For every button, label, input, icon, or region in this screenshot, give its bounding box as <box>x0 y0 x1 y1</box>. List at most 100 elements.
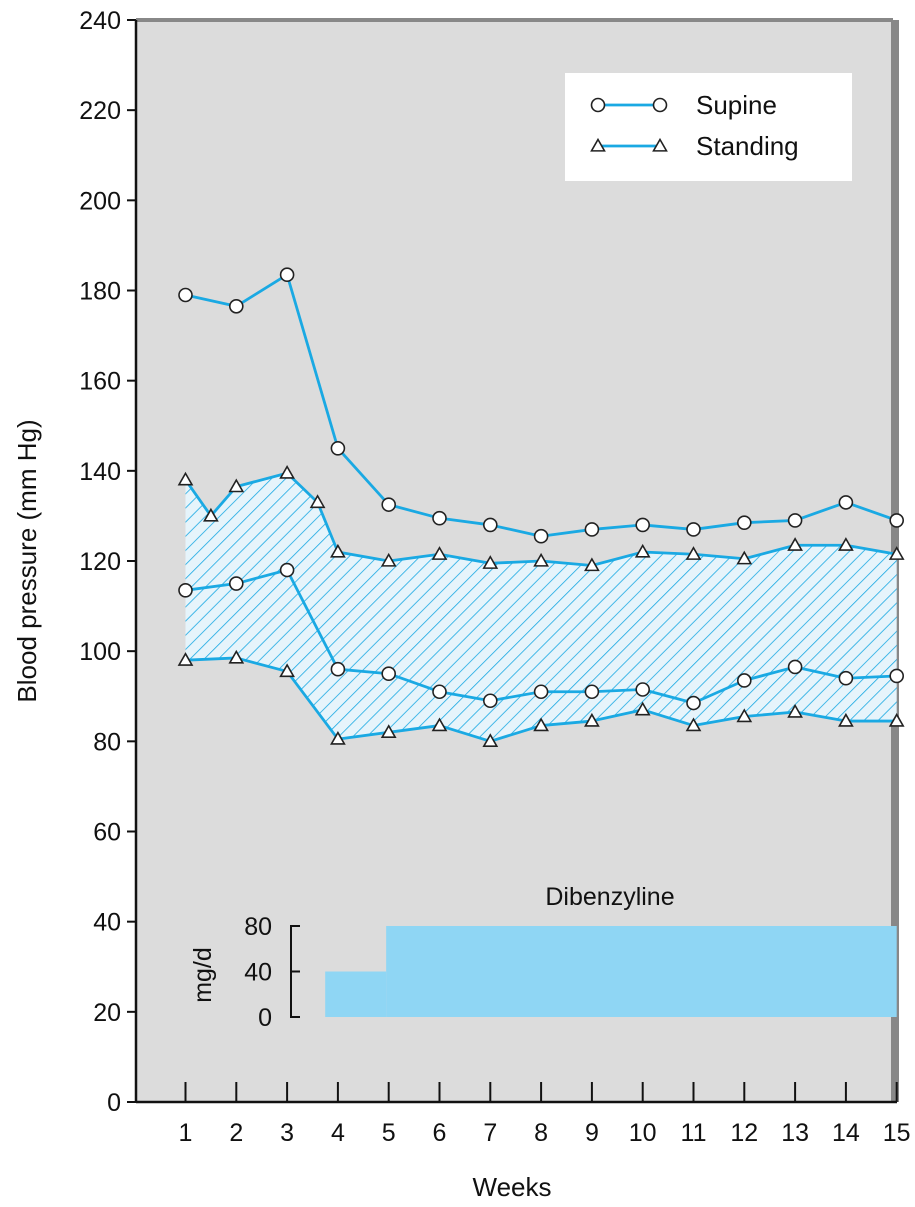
y-tick-label: 120 <box>79 548 121 576</box>
legend-marker <box>590 137 606 152</box>
supine-point <box>178 583 193 598</box>
standing-point <box>177 652 194 666</box>
standing-point <box>330 730 346 745</box>
x-tick-label: 10 <box>629 1119 657 1147</box>
series-supine <box>178 267 905 711</box>
x-tick-label: 2 <box>229 1119 243 1147</box>
y-tick-label: 220 <box>79 97 121 125</box>
x-axis-label: Weeks <box>473 1172 552 1202</box>
legend-marker <box>652 137 668 152</box>
supine-point <box>686 522 701 537</box>
hatched-range-band <box>185 473 897 742</box>
standing-point <box>177 471 194 486</box>
standing-point <box>330 543 346 558</box>
supine-point <box>178 287 193 303</box>
y-tick-label: 0 <box>107 1089 121 1117</box>
hatched-band <box>185 473 897 742</box>
dose-bar-1 <box>325 971 387 1017</box>
supine-point <box>889 513 905 528</box>
standing-point <box>685 717 702 732</box>
series-standing <box>177 464 905 748</box>
x-tick-label: 11 <box>681 1119 707 1147</box>
x-tick-label: 1 <box>179 1119 193 1147</box>
standing-point <box>584 557 600 572</box>
standing-point <box>482 733 499 748</box>
supine-point <box>533 684 549 700</box>
standing-point <box>431 546 448 560</box>
x-tick-label: 5 <box>382 1119 396 1147</box>
standing-point <box>533 552 549 567</box>
supine-point <box>787 659 803 675</box>
standing-point <box>634 543 651 558</box>
dose-tick-label: 40 <box>244 959 272 987</box>
standing-point <box>634 701 651 716</box>
dose-axis-label: mg/d <box>189 947 217 1003</box>
supine-point <box>229 298 244 314</box>
standing-point <box>228 478 245 493</box>
standing-point <box>279 464 295 479</box>
supine-point <box>838 495 854 510</box>
supine-point <box>482 517 498 533</box>
supine-point <box>381 666 397 682</box>
y-tick-label: 240 <box>79 7 121 35</box>
standing-point <box>787 537 803 551</box>
x-tick-label: 3 <box>280 1119 294 1147</box>
standing-point <box>736 550 753 565</box>
supine-point <box>889 668 905 684</box>
x-tick-label: 15 <box>883 1119 911 1147</box>
supine-point <box>736 515 752 530</box>
y-tick-label: 140 <box>79 458 121 486</box>
x-tick-label: 12 <box>730 1119 758 1147</box>
supine-point <box>584 684 600 700</box>
legend-item-supine: Supine <box>590 90 777 120</box>
supine-point <box>838 670 854 686</box>
x-tick-label: 8 <box>534 1119 548 1147</box>
standing-point <box>584 712 600 727</box>
legend-label: Supine <box>696 90 777 120</box>
y-tick-label: 200 <box>79 187 121 215</box>
y-tick-label: 80 <box>93 728 121 756</box>
standing-point <box>838 712 854 727</box>
standing-point <box>203 507 219 522</box>
y-tick-label: 160 <box>79 368 121 396</box>
x-tick-label: 4 <box>331 1119 345 1147</box>
standing-point <box>838 537 854 551</box>
x-tick-label: 13 <box>781 1119 809 1147</box>
standing-point <box>431 717 448 732</box>
x-tick-label: 6 <box>433 1119 447 1147</box>
legend-box <box>565 73 852 181</box>
y-tick-label: 100 <box>79 638 121 666</box>
standing-point <box>309 494 326 509</box>
supine-point <box>635 682 651 697</box>
standing-point <box>380 724 397 738</box>
supine-point <box>330 661 346 677</box>
dose-tick-label: 80 <box>244 913 272 941</box>
standing-point <box>888 546 905 560</box>
y-axis-label: Blood pressure (mm Hg) <box>12 419 42 702</box>
standing-point <box>482 555 499 569</box>
legend-label: Standing <box>696 131 799 161</box>
dose-bar-2 <box>386 926 897 1017</box>
supine-point <box>432 510 447 526</box>
x-tick-label: 7 <box>483 1119 497 1147</box>
standing-point <box>888 712 905 727</box>
legend-marker <box>590 97 606 113</box>
standing-point <box>787 703 803 718</box>
y-tick-label: 180 <box>79 278 121 306</box>
supine-point <box>229 576 244 591</box>
y-tick-label: 60 <box>93 819 121 847</box>
x-tick-label: 9 <box>585 1119 599 1147</box>
legend-item-standing: Standing <box>590 131 799 161</box>
supine-point <box>635 517 651 533</box>
supine-point <box>279 267 295 283</box>
standing-point <box>228 649 245 664</box>
supine-point <box>787 513 803 528</box>
legend: Supine Standing <box>565 73 852 181</box>
supine-point <box>482 693 498 709</box>
dose-tick-label: 0 <box>258 1004 272 1032</box>
supine-point <box>584 522 600 537</box>
standing-point <box>279 663 295 678</box>
x-tick-label: 14 <box>832 1119 860 1147</box>
